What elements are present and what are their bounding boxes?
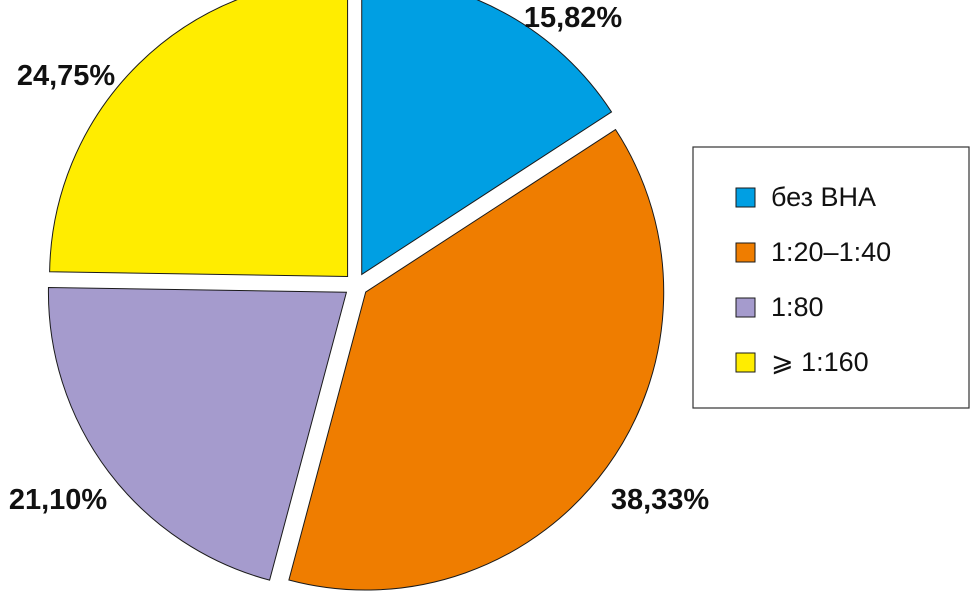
legend-swatch [735,187,756,208]
percentage-labels: 15,82% 38,33% 21,10% 24,75% [9,2,710,516]
slice-bez-vna [361,0,613,276]
legend: без ВНА 1:20–1:40 1:80 ⩾ 1:160 [692,146,970,409]
slice-1-20-1-40 [288,128,665,591]
slice-1-160 [49,0,349,277]
percentage-label: 21,10% [9,484,108,516]
percentage-label: 24,75% [17,60,116,92]
legend-label: 1:80 [771,292,824,322]
legend-swatch [735,297,756,318]
percentage-label: 38,33% [611,484,710,516]
percentage-label: 15,82% [524,2,623,34]
legend-swatch [735,352,756,373]
legend-label: 1:20–1:40 [771,237,891,267]
legend-label: ⩾ 1:160 [771,347,869,377]
legend-label: без ВНА [771,182,876,212]
slice-1-80 [47,287,348,581]
legend-items: без ВНА 1:20–1:40 1:80 ⩾ 1:160 [735,182,891,377]
pie-slices [47,0,665,591]
legend-swatch [735,242,756,263]
